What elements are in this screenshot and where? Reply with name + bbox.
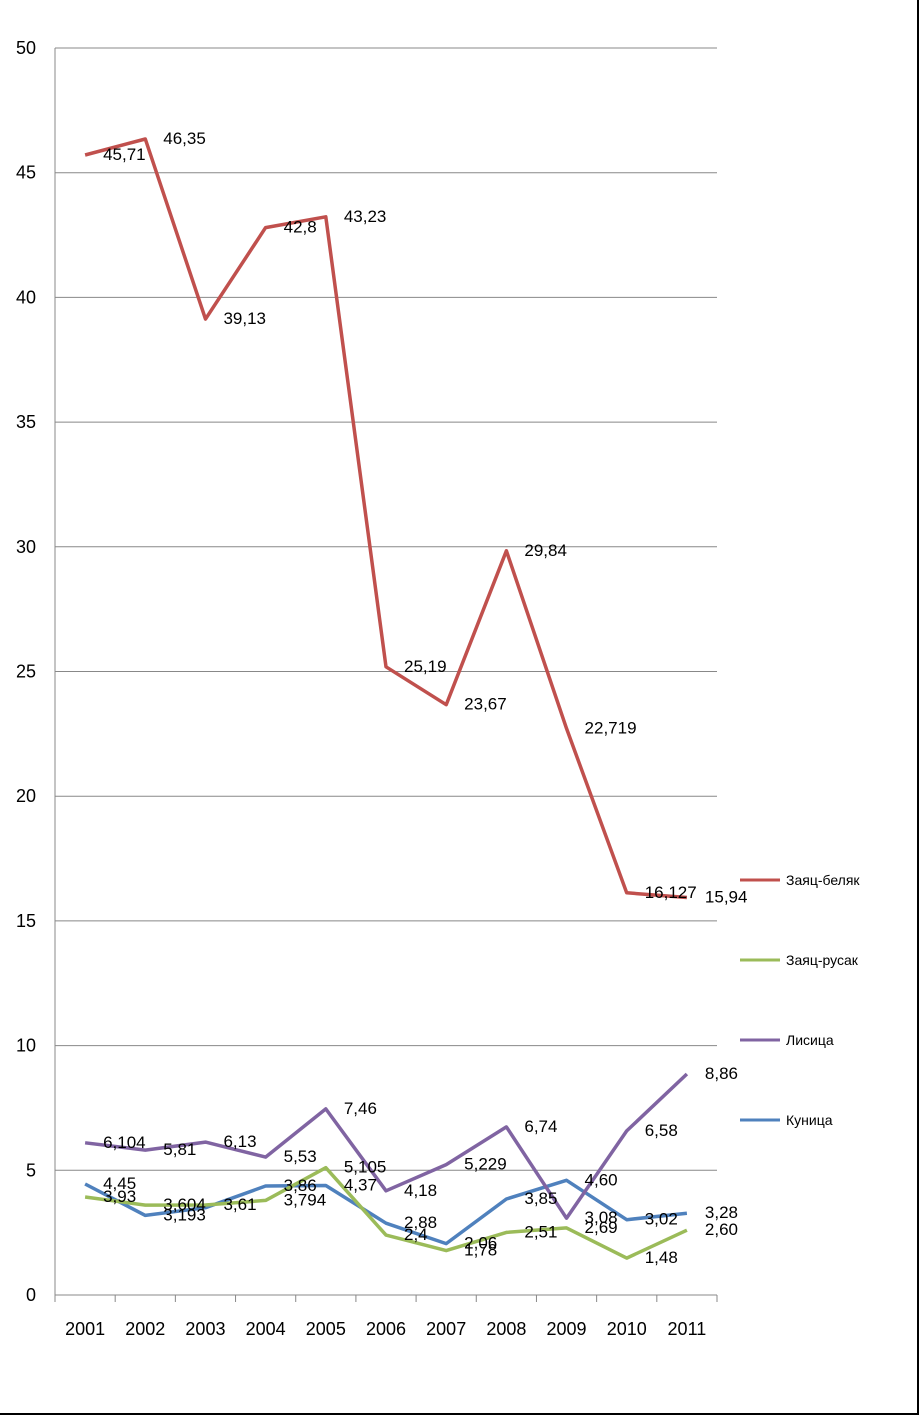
data-label: 4,37 [344,1176,377,1195]
data-label: 2,60 [705,1220,738,1239]
data-label: 7,46 [344,1099,377,1118]
data-label: 4,45 [103,1174,136,1193]
legend-label: Лисица [786,1032,834,1048]
data-label: 45,71 [103,145,146,164]
data-label: 2,69 [585,1218,618,1237]
legend-label: Заяц-беляк [786,872,860,888]
series-line-4 [84,1178,688,1246]
data-label: 6,58 [645,1121,678,1140]
data-label: 23,67 [464,695,507,714]
data-label: 42,8 [284,218,317,237]
x-tick-label: 2008 [486,1319,526,1339]
x-tick-label: 2001 [65,1319,105,1339]
data-label: 16,127 [645,883,697,902]
x-tick-label: 2003 [185,1319,225,1339]
y-tick-label: 35 [16,412,36,432]
y-tick-label: 40 [16,287,36,307]
legend-label: Куница [786,1112,833,1128]
x-tick-label: 2002 [125,1319,165,1339]
data-label: 2,06 [464,1234,497,1253]
data-label: 43,23 [344,207,387,226]
data-label: 3,08 [585,1208,618,1227]
data-label: 6,13 [223,1132,256,1151]
data-label: 5,229 [464,1155,507,1174]
data-label: 3,61 [223,1195,256,1214]
data-label: 2,51 [524,1222,557,1241]
y-tick-label: 15 [16,911,36,931]
data-label: 6,74 [524,1117,557,1136]
data-label: 2,4 [404,1225,428,1244]
data-label: 4,60 [585,1170,618,1189]
data-label: 3,93 [103,1187,136,1206]
data-label: 5,81 [163,1140,196,1159]
y-tick-label: 30 [16,537,36,557]
x-tick-label: 2004 [246,1319,286,1339]
data-label: 4,18 [404,1181,437,1200]
series-line-2 [84,1165,688,1260]
data-label: 8,86 [705,1064,738,1083]
y-tick-label: 0 [26,1285,36,1305]
series-line-1 [84,137,688,900]
data-label: 3,604 [163,1195,206,1214]
x-tick-label: 2006 [366,1319,406,1339]
x-tick-label: 2009 [547,1319,587,1339]
x-tick-label: 2005 [306,1319,346,1339]
y-tick-label: 5 [26,1160,36,1180]
y-tick-label: 10 [16,1036,36,1056]
data-label: 39,13 [223,309,266,328]
data-label: 5,53 [284,1147,317,1166]
x-tick-label: 2011 [668,1319,707,1339]
data-label: 3,86 [284,1176,317,1195]
data-label: 3,85 [524,1189,557,1208]
data-label: 3,02 [645,1210,678,1229]
data-label: 25,19 [404,657,447,676]
series-line-3 [84,1072,689,1220]
y-tick-label: 45 [16,163,36,183]
data-label: 1,78 [464,1241,497,1260]
x-tick-label: 2007 [426,1319,466,1339]
data-label: 6,104 [103,1133,146,1152]
data-label: 29,84 [524,541,567,560]
data-label: 3,193 [163,1205,206,1224]
x-tick-label: 2010 [607,1319,647,1339]
y-tick-label: 25 [16,662,36,682]
data-label: 3,794 [284,1190,327,1209]
y-tick-label: 50 [16,38,36,58]
data-label: 2,88 [404,1213,437,1232]
data-label: 15,94 [705,887,748,906]
data-label: 22,719 [585,718,637,737]
data-label: 5,105 [344,1158,387,1177]
data-label: 1,48 [645,1248,678,1267]
y-tick-label: 20 [16,786,36,806]
data-label: 3,28 [705,1203,738,1222]
legend-label: Заяц-русак [786,952,859,968]
data-label: 46,35 [163,129,206,148]
